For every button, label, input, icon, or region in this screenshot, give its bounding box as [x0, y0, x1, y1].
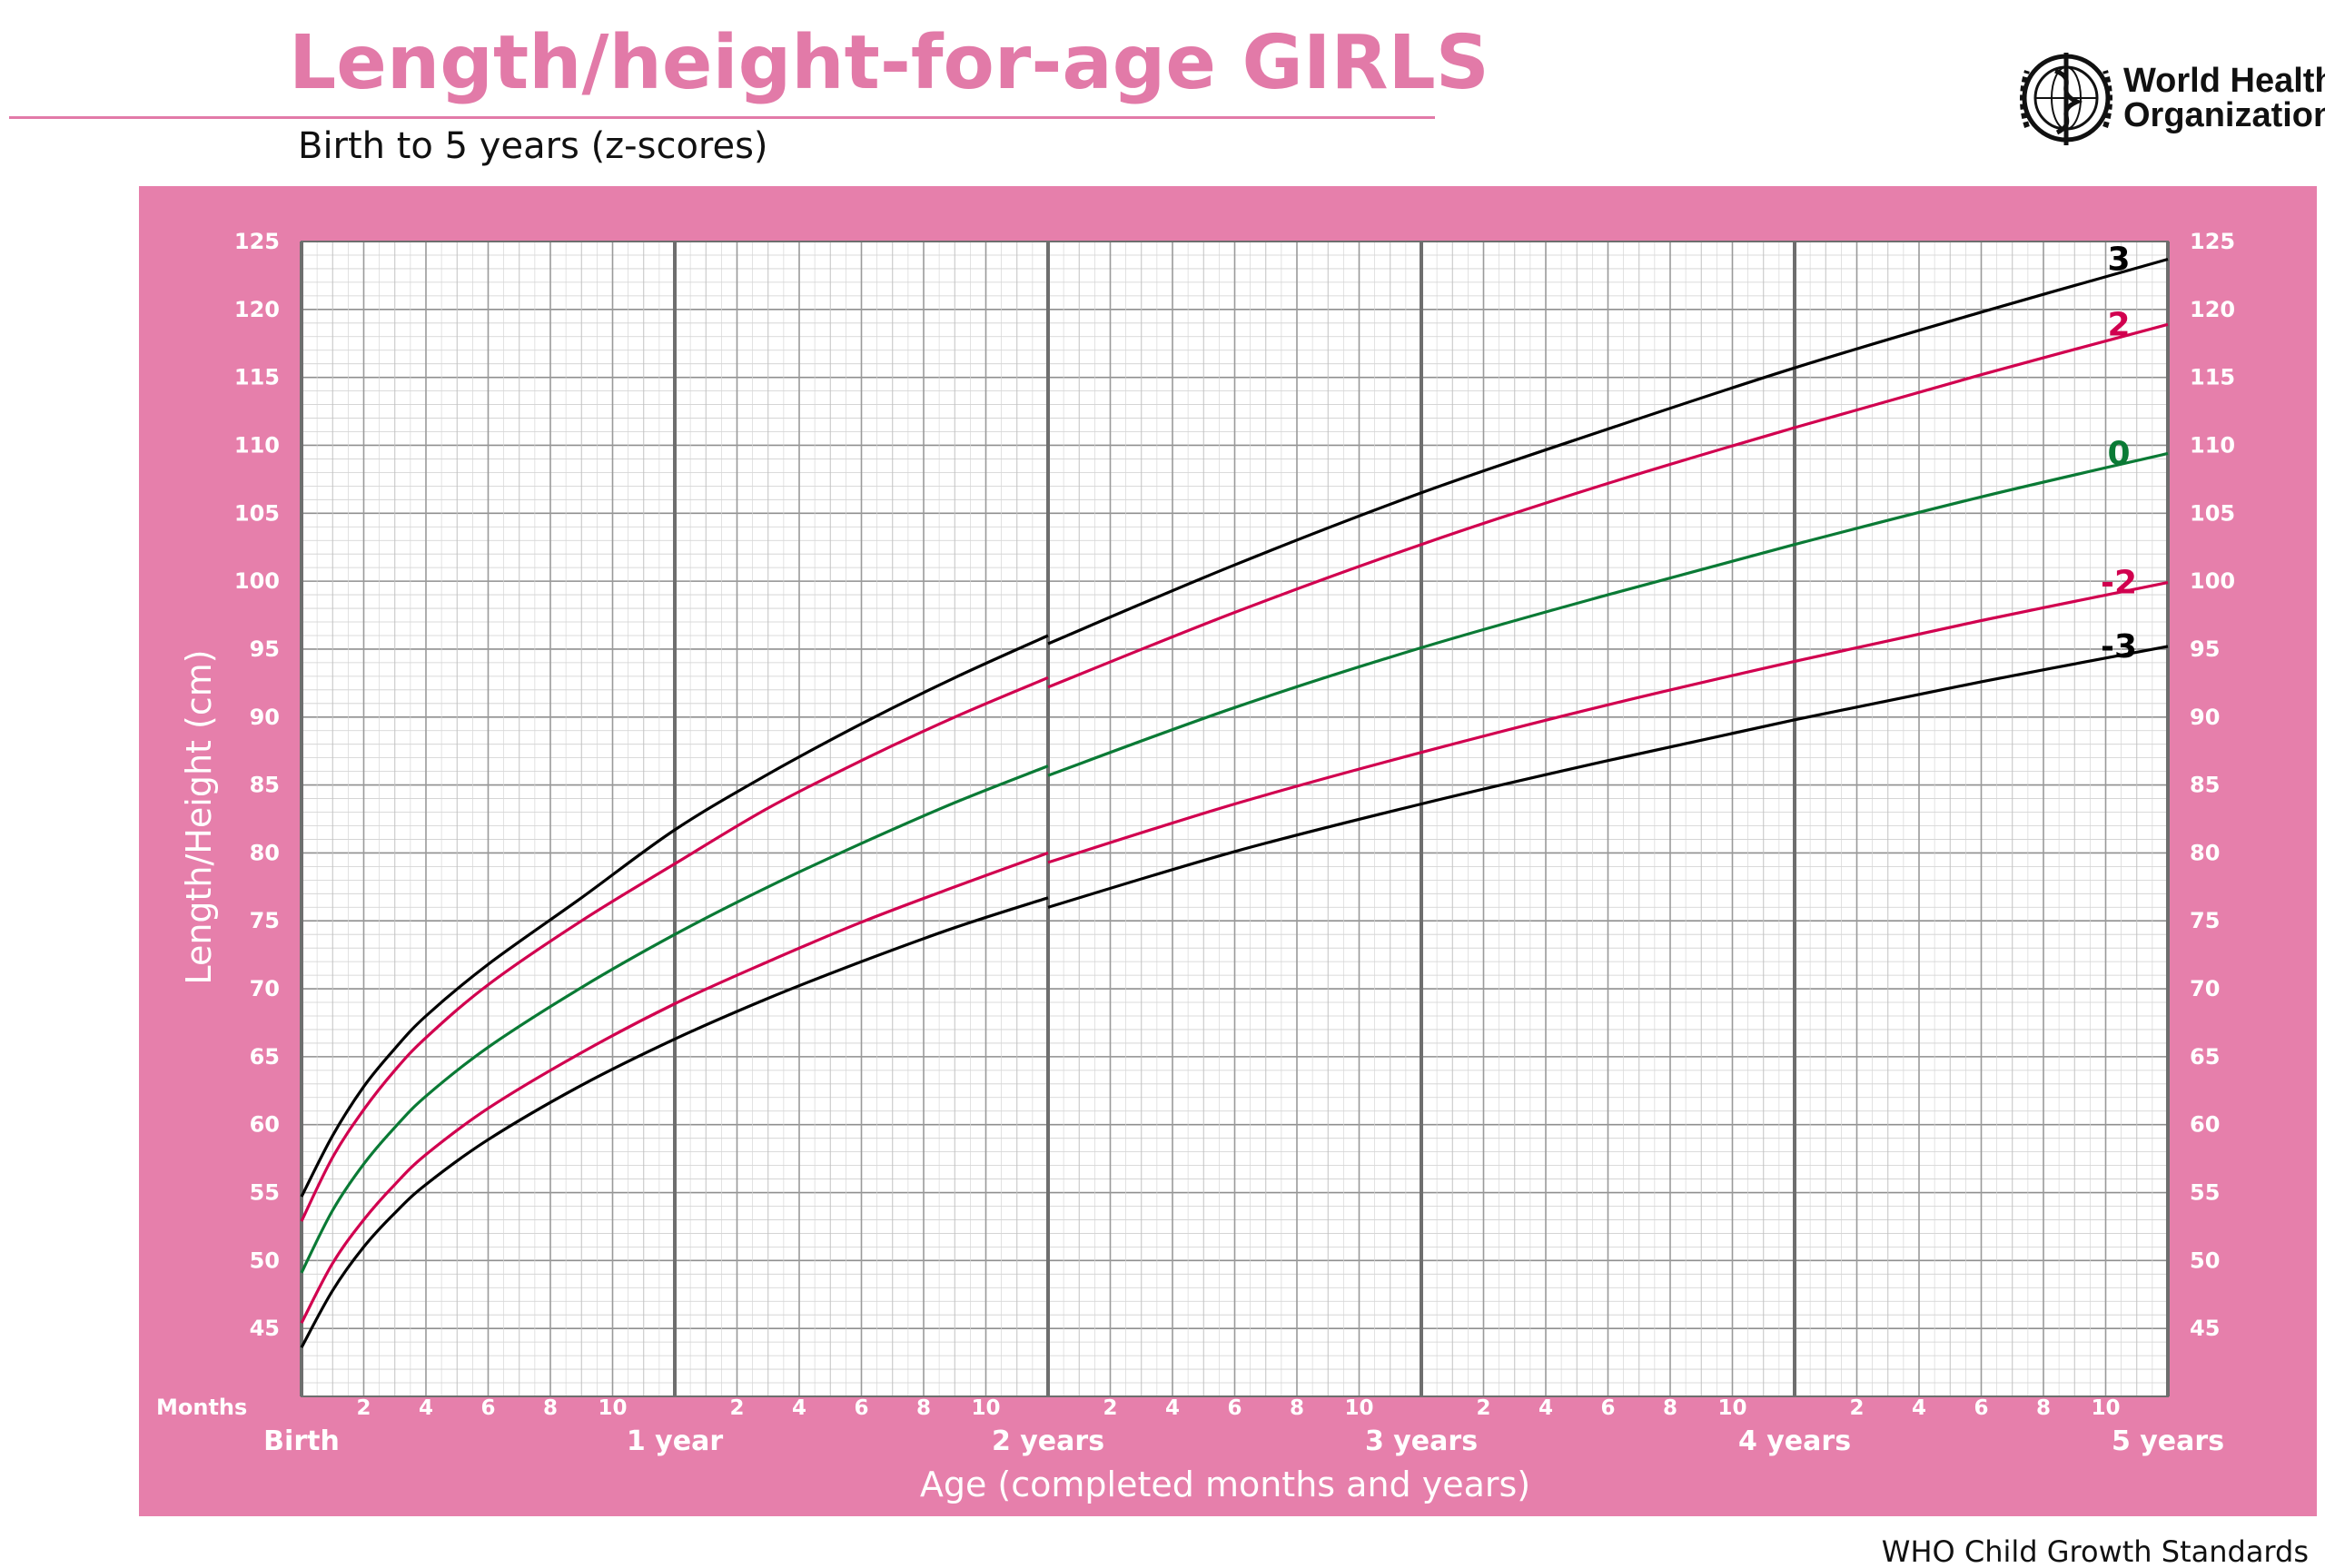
series-line-z3: [1047, 257, 2169, 646]
zscore-label: -2: [2101, 565, 2137, 602]
y-tick-label-right: 120: [2190, 297, 2235, 322]
y-tick-label-left: 105: [234, 500, 280, 526]
months-label: Months: [156, 1395, 247, 1420]
y-tick-label-left: 55: [250, 1180, 280, 1206]
series-group: [300, 257, 2169, 1348]
x-minor-tick-label: 8: [543, 1396, 558, 1420]
y-tick-label-left: 60: [250, 1112, 280, 1138]
y-tick-label-left: 70: [250, 976, 280, 1001]
y-tick-label-left: 85: [250, 773, 280, 798]
x-minor-tick-label: 2: [1103, 1396, 1117, 1420]
chart-subtitle: Birth to 5 years (z-scores): [298, 125, 768, 167]
footer-source: WHO Child Growth Standards: [1882, 1534, 2309, 1568]
zscore-labels: 3 2 0 -2 -3: [2101, 241, 2137, 665]
y-tick-label-right: 95: [2190, 636, 2220, 662]
y-tick-label-left: 110: [234, 432, 280, 458]
x-minor-tick-label: 6: [854, 1396, 868, 1420]
x-minor-tick-label: 6: [1974, 1396, 1988, 1420]
y-tick-label-left: 75: [250, 908, 280, 933]
y-tick-label-right: 110: [2190, 432, 2235, 458]
who-emblem-icon: [2020, 53, 2112, 145]
y-tick-label-right: 105: [2190, 500, 2235, 526]
x-major-tick-label: 4 years: [1738, 1425, 1851, 1457]
y-tick-label-left: 115: [234, 365, 280, 390]
x-minor-tick-label: 2: [356, 1396, 371, 1420]
y-tick-label-left: 95: [250, 636, 280, 662]
x-major-tick-label: 1 year: [627, 1425, 723, 1457]
y-tick-label-left: 65: [250, 1044, 280, 1070]
y-tick-label-left: 120: [234, 297, 280, 322]
x-minor-tick-label: 4: [1165, 1396, 1180, 1420]
x-minor-tick-label: 8: [1663, 1396, 1677, 1420]
grid: [300, 241, 2170, 1397]
y-tick-label-right: 115: [2190, 365, 2235, 390]
x-major-tick-label: 5 years: [2112, 1425, 2224, 1457]
y-tick-label-right: 100: [2190, 568, 2235, 594]
series-line-z0: [1047, 451, 2169, 777]
y-tick-label-right: 55: [2190, 1180, 2220, 1206]
zscore-label: -3: [2101, 628, 2137, 666]
y-tick-label-right: 90: [2190, 705, 2220, 730]
series-line-z-2: [300, 851, 1049, 1324]
x-minor-tick-label: 4: [792, 1396, 806, 1420]
x-minor-tick-label: 4: [419, 1396, 433, 1420]
y-tick-label-left: 100: [234, 568, 280, 594]
y-tick-label-right: 80: [2190, 840, 2220, 865]
x-minor-tick-label: 8: [2036, 1396, 2051, 1420]
series-line-z-3: [1047, 645, 2169, 909]
title-underline: [9, 116, 1435, 119]
y-tick-label-right: 75: [2190, 908, 2220, 933]
x-minor-tick-label: 8: [916, 1396, 931, 1420]
series-line-z0: [300, 764, 1049, 1274]
zscore-label: 2: [2107, 306, 2130, 343]
y-tick-label-right: 60: [2190, 1112, 2220, 1138]
x-minor-tick-label: 4: [1912, 1396, 1926, 1420]
x-minor-tick-label: 2: [729, 1396, 744, 1420]
chart-title: Length/height-for-age GIRLS: [289, 20, 1489, 106]
x-minor-tick-label: 6: [1600, 1396, 1615, 1420]
zscore-label: 0: [2107, 435, 2130, 472]
y-tick-label-left: 45: [250, 1316, 280, 1341]
x-minor-tick-label: 2: [1849, 1396, 1864, 1420]
x-minor-tick-label: 10: [598, 1396, 627, 1420]
x-minor-tick-label: 6: [1227, 1396, 1242, 1420]
x-major-tick-label: Birth: [263, 1425, 340, 1457]
x-minor-tick-label: 10: [971, 1396, 1000, 1420]
plot-border: [301, 241, 2169, 1397]
zscore-label: 3: [2107, 241, 2130, 278]
y-tick-label-left: 80: [250, 840, 280, 865]
y-tick-label-right: 85: [2190, 773, 2220, 798]
series-line-z-2: [1047, 581, 2169, 864]
series-line-z-3: [300, 896, 1049, 1348]
y-tick-label-left: 50: [250, 1247, 280, 1273]
series-line-z3: [300, 634, 1049, 1198]
x-minor-tick-label: 8: [1290, 1396, 1304, 1420]
x-minor-tick-label: 4: [1538, 1396, 1553, 1420]
series-line-z2: [300, 676, 1049, 1222]
y-tick-label-right: 70: [2190, 976, 2220, 1001]
y-tick-label-left: 90: [250, 705, 280, 730]
org-name-line2: Organization: [2123, 96, 2325, 134]
x-minor-tick-label: 10: [2091, 1396, 2120, 1420]
x-major-tick-label: 2 years: [992, 1425, 1104, 1457]
x-minor-tick-label: 10: [1717, 1396, 1746, 1420]
x-minor-tick-label: 10: [1344, 1396, 1373, 1420]
y-tick-label-right: 125: [2190, 229, 2235, 254]
y-tick-label-left: 125: [234, 229, 280, 254]
org-name-line1: World Health: [2123, 62, 2325, 100]
x-axis-label: Age (completed months and years): [920, 1464, 1530, 1504]
y-tick-label-right: 45: [2190, 1316, 2220, 1341]
x-major-tick-label: 3 years: [1365, 1425, 1478, 1457]
y-tick-label-right: 50: [2190, 1247, 2220, 1273]
y-tick-label-right: 65: [2190, 1044, 2220, 1070]
x-minor-tick-label: 2: [1476, 1396, 1490, 1420]
x-minor-tick-label: 6: [480, 1396, 495, 1420]
series-line-z2: [1047, 322, 2169, 689]
y-axis-label: Length/Height (cm): [179, 649, 219, 984]
